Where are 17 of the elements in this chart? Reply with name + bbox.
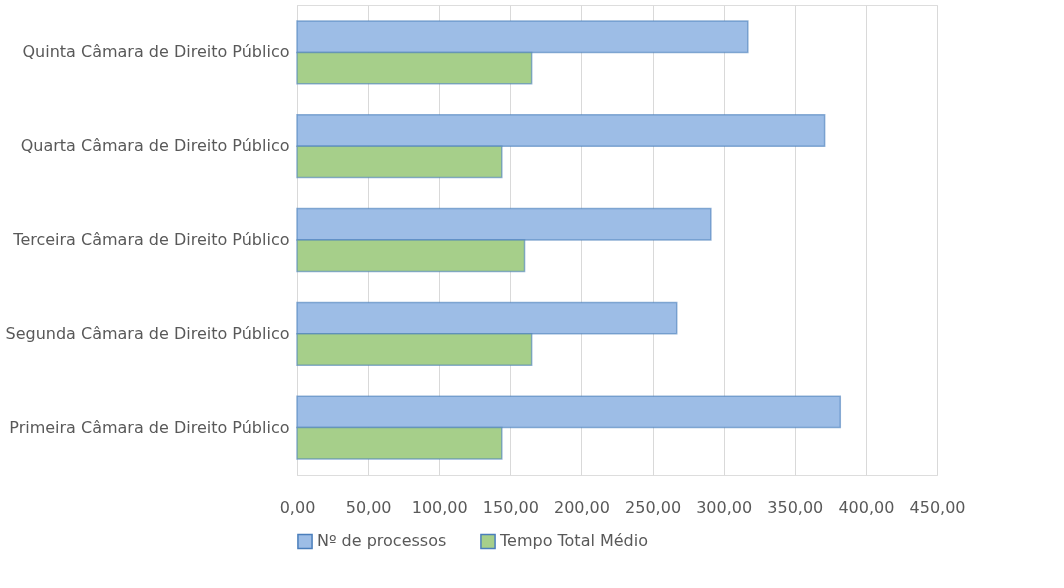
legend-label: Tempo Total Médio bbox=[499, 531, 649, 551]
x-tick-label: 400,00 bbox=[838, 497, 895, 517]
x-tick-label: 50,00 bbox=[345, 497, 392, 517]
x-tick-label: 450,00 bbox=[909, 497, 966, 517]
legend-label: Nº de processos bbox=[317, 531, 447, 551]
x-tick-label: 150,00 bbox=[482, 497, 539, 517]
y-tick-label: Quarta Câmara de Direito Público bbox=[20, 136, 290, 156]
x-tick-label: 300,00 bbox=[696, 497, 753, 517]
x-tick-label: 200,00 bbox=[553, 497, 610, 517]
x-tick-label: 0,00 bbox=[279, 497, 316, 517]
y-tick-label: Primeira Câmara de Direito Público bbox=[9, 417, 290, 437]
x-tick-label: 100,00 bbox=[411, 497, 468, 517]
y-tick-label: Segunda Câmara de Direito Público bbox=[5, 323, 290, 343]
y-tick-label: Quinta Câmara de Direito Público bbox=[22, 42, 290, 62]
x-tick-label: 350,00 bbox=[767, 497, 824, 517]
y-tick-label: Terceira Câmara de Direito Público bbox=[12, 230, 290, 249]
x-tick-label: 250,00 bbox=[625, 497, 682, 517]
